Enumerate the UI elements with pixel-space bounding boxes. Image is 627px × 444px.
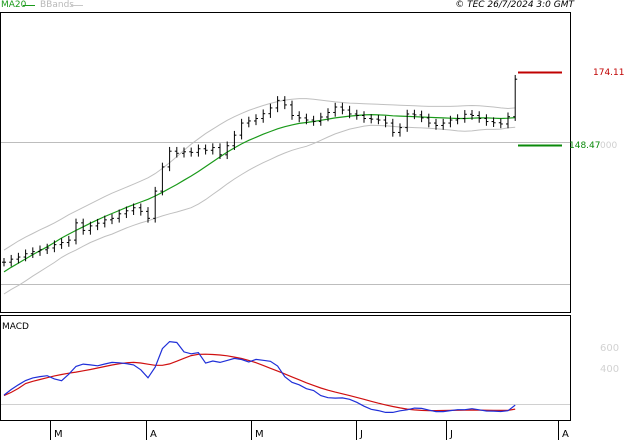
- macd-line: [3, 340, 516, 413]
- x-axis-month-label: A: [150, 429, 157, 440]
- price-bar: [102, 215, 107, 228]
- price-bar: [167, 146, 172, 172]
- price-bar: [369, 114, 374, 124]
- price-bar: [131, 203, 136, 216]
- bbands-upper-line: [3, 98, 516, 251]
- price-bar: [326, 108, 330, 122]
- price-bar: [81, 218, 86, 235]
- macd-axis-label: 400: [600, 364, 619, 375]
- price-bar: [189, 147, 194, 157]
- price-bar: [95, 218, 100, 231]
- ma20-legend-label: MA20: [1, 0, 27, 10]
- price-bar: [23, 249, 28, 262]
- price-bar: [426, 113, 431, 128]
- price-bar: [318, 112, 323, 126]
- price-bar: [146, 207, 150, 223]
- price-bar: [45, 243, 50, 255]
- bbands-lower-line: [3, 124, 516, 295]
- price-bar: [232, 130, 237, 150]
- ma20-line: [3, 113, 516, 273]
- macd-axis-label: 600: [600, 343, 619, 354]
- price-bar: [340, 102, 345, 115]
- price-bar: [498, 118, 503, 129]
- price-bar: [275, 96, 280, 113]
- price-bar: [470, 110, 474, 120]
- price-bar: [261, 109, 266, 123]
- price-bar: [412, 109, 417, 120]
- x-axis-month-label: A: [562, 429, 569, 440]
- support-price-label: 148.47: [569, 141, 601, 151]
- price-bar: [484, 114, 489, 126]
- macd-panel-frame: [0, 315, 571, 421]
- price-bar: [513, 74, 518, 121]
- price-bar: [38, 245, 42, 256]
- price-bar: [182, 147, 186, 158]
- price-bar: [246, 116, 251, 128]
- price-bar: [74, 218, 78, 245]
- price-bar: [174, 146, 179, 158]
- price-bar: [218, 143, 222, 160]
- price-bar: [376, 114, 381, 125]
- price-bar: [405, 109, 410, 132]
- x-axis-month-label: M: [255, 429, 264, 440]
- macd-panel-title: MACD: [2, 322, 29, 332]
- price-bar: [282, 96, 287, 110]
- price-bar: [434, 118, 438, 130]
- price-bar: [398, 123, 402, 137]
- price-bar: [117, 209, 122, 223]
- price-bar: [124, 206, 129, 219]
- price-bar: [448, 115, 453, 128]
- bbands-legend-swatch: [71, 5, 83, 6]
- price-bar: [362, 111, 366, 123]
- x-axis-month-label: M: [54, 429, 63, 440]
- price-bar: [110, 214, 114, 225]
- price-bar: [59, 238, 64, 249]
- price-bar: [491, 117, 496, 127]
- price-panel-frame: [0, 12, 571, 313]
- price-bar: [297, 111, 302, 123]
- price-bar: [254, 114, 258, 126]
- price-bar: [16, 252, 21, 264]
- price-bar: [383, 115, 388, 128]
- price-bar: [419, 110, 424, 123]
- price-bar: [196, 144, 201, 157]
- price-bar: [9, 254, 14, 267]
- price-bar: [347, 105, 352, 119]
- price-bar: [153, 186, 158, 223]
- price-axis-ghost-label: 000: [600, 141, 618, 151]
- price-bar: [203, 144, 208, 155]
- price-bar: [477, 111, 482, 123]
- price-bar: [88, 221, 93, 235]
- price-bar: [506, 112, 510, 129]
- price-bar: [455, 114, 460, 125]
- price-bar: [2, 257, 6, 267]
- price-bar: [390, 118, 395, 137]
- price-bar: [268, 103, 273, 118]
- copyright-timestamp: © TEC 26/7/2024 3:0 GMT: [455, 0, 574, 10]
- price-bar: [225, 141, 230, 160]
- price-bar: [354, 109, 359, 120]
- price-bar: [66, 235, 71, 247]
- price-bar: [304, 113, 309, 125]
- price-bar: [311, 115, 316, 126]
- price-bar: [160, 162, 165, 196]
- ma20-legend-swatch: [23, 5, 35, 6]
- price-bar: [52, 240, 57, 253]
- resistance-price-label: 174.11: [593, 68, 625, 78]
- bbands-legend-label: BBands: [40, 0, 74, 10]
- price-bar: [462, 110, 467, 123]
- price-bar: [239, 118, 244, 140]
- price-bar: [30, 247, 35, 258]
- price-bar: [290, 100, 294, 120]
- price-bar: [441, 118, 446, 130]
- x-axis-month-label: J: [449, 429, 453, 440]
- price-bar: [210, 143, 215, 155]
- price-bar: [138, 203, 143, 216]
- price-bar: [333, 102, 338, 117]
- x-axis-month-label: J: [359, 429, 363, 440]
